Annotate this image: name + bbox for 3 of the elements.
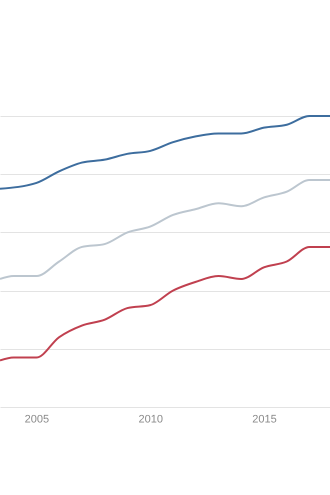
x-tick-label: 2010 <box>138 414 163 426</box>
x-tick-label: 2005 <box>24 414 50 426</box>
x-tick-label: 2015 <box>252 414 277 426</box>
